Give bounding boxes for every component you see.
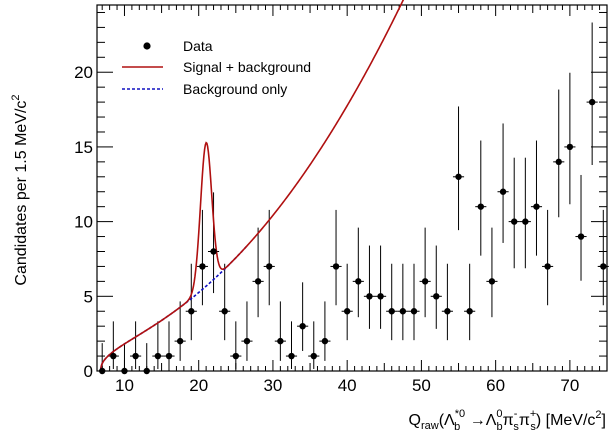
data-point [132, 352, 139, 360]
data-point [232, 352, 240, 360]
x-tick-label: 50 [412, 376, 431, 395]
data-point [154, 352, 162, 360]
data-point [433, 293, 440, 300]
y-tick-label: 10 [74, 213, 93, 232]
y-axis-ticks: 0 5 10 15 20 [74, 11, 607, 381]
y-tick-label: 15 [74, 138, 93, 157]
data-point [355, 278, 362, 285]
data-point [544, 263, 551, 270]
data-point [321, 337, 329, 345]
y-tick-label: 5 [84, 287, 93, 306]
plot-area-border [96, 4, 608, 372]
data-point [421, 278, 429, 285]
x-tick-label: 70 [560, 376, 579, 395]
x-tick-label: 30 [263, 376, 282, 395]
x-axis-label: Qraw(Λ*0 b →Λ0 bπ-sπ+ s) [MeV/c2] [409, 408, 606, 433]
data-point [143, 367, 150, 375]
x-tick-label: 10 [115, 376, 134, 395]
legend-data-label: Data [183, 38, 213, 54]
data-point [533, 203, 540, 210]
x-tick-label: 60 [486, 376, 505, 395]
data-point [577, 233, 585, 240]
data-point [366, 293, 373, 300]
data-point [310, 352, 317, 360]
data-point [499, 188, 507, 195]
data-point [343, 308, 351, 315]
data-point [410, 308, 418, 315]
data-point [210, 248, 217, 255]
plot-frame [96, 4, 608, 372]
data-point [299, 322, 306, 330]
data-point [266, 263, 273, 270]
data-point [555, 158, 562, 166]
data-point [566, 143, 574, 151]
legend-data-marker [143, 42, 151, 50]
legend: Data Signal + background Background only [122, 38, 311, 97]
data-point [466, 308, 473, 315]
data-point [332, 263, 340, 270]
data-point [399, 308, 407, 315]
data-point [176, 337, 184, 345]
x-axis-ticks: 10 20 30 40 50 60 70 [101, 5, 608, 395]
data-point [444, 308, 451, 315]
data-points [98, 98, 607, 375]
signal-plus-background-curve [99, 0, 405, 370]
x-tick-label: 20 [189, 376, 208, 395]
data-point [221, 308, 228, 315]
data-point [377, 293, 384, 300]
data-point [254, 278, 262, 285]
data-point [522, 218, 529, 225]
data-point [388, 308, 395, 315]
y-tick-label: 0 [84, 362, 93, 381]
data-point [188, 308, 195, 315]
data-point [243, 337, 251, 345]
x-tick-label: 40 [338, 376, 357, 395]
data-point [600, 263, 607, 270]
data-point [121, 367, 128, 375]
y-axis-label: Candidates per 1.5 MeV/c2 [10, 94, 30, 285]
data-point [277, 337, 284, 345]
y-tick-label: 20 [74, 63, 93, 82]
data-point [98, 367, 106, 375]
data-point [588, 98, 596, 106]
data-point [455, 173, 462, 180]
data-point [288, 352, 295, 360]
data-point [511, 218, 518, 225]
data-point [488, 278, 496, 285]
data-point [110, 352, 117, 360]
data-point [199, 263, 206, 270]
data-point [165, 352, 173, 360]
legend-background-label: Background only [183, 81, 287, 97]
legend-fit-label: Signal + background [183, 59, 311, 75]
data-point [477, 203, 484, 210]
